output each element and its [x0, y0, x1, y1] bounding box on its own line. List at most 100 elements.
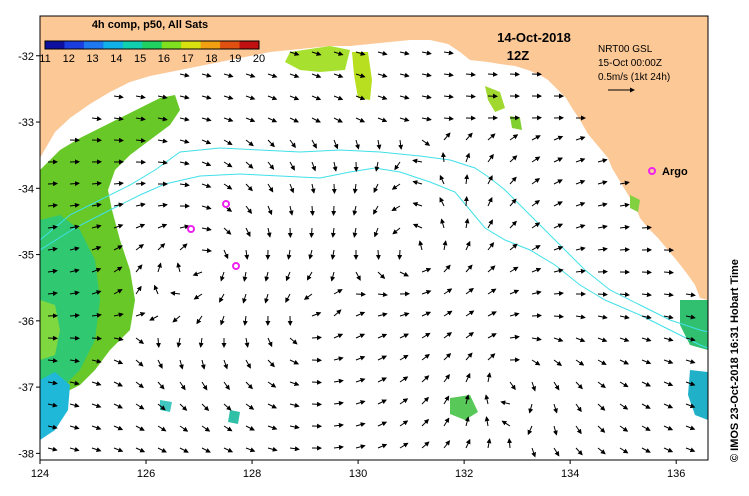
- colorbar: [44, 40, 260, 50]
- current-vector: [201, 226, 212, 232]
- current-vector: [179, 160, 190, 166]
- current-vector: [442, 240, 448, 251]
- current-vector: [487, 71, 498, 77]
- current-vector: [264, 271, 270, 282]
- current-vector: [267, 73, 278, 79]
- current-vector: [531, 290, 542, 296]
- colorbar-segment: [220, 41, 241, 49]
- current-vector: [464, 218, 470, 229]
- current-vector: [507, 438, 513, 449]
- current-vector: [509, 289, 520, 295]
- current-vector: [113, 266, 123, 273]
- current-vector: [47, 224, 58, 230]
- y-tick-label: -35: [18, 250, 34, 262]
- current-vector: [286, 249, 292, 260]
- current-vector: [157, 223, 168, 229]
- current-vector: [172, 315, 181, 323]
- current-vector: [553, 403, 558, 414]
- current-vector: [285, 271, 291, 282]
- current-vector: [663, 292, 674, 298]
- current-vector: [267, 403, 278, 409]
- current-vector: [421, 289, 432, 295]
- y-tick-label: -32: [18, 51, 34, 63]
- current-vector: [421, 267, 432, 273]
- current-vector: [685, 292, 696, 298]
- current-vector: [464, 416, 470, 427]
- colorbar-segment: [200, 41, 221, 49]
- current-vector: [463, 196, 469, 207]
- argo-legend-marker: [648, 167, 656, 175]
- current-vector: [399, 333, 410, 339]
- current-vector: [308, 249, 314, 260]
- colorbar-border: [44, 40, 260, 50]
- current-vector: [289, 183, 295, 194]
- current-vector: [531, 200, 541, 207]
- current-vector: [47, 402, 58, 408]
- current-vector: [330, 249, 336, 260]
- current-vector: [377, 117, 388, 123]
- current-vector: [465, 287, 474, 295]
- current-vector: [399, 271, 410, 277]
- current-vector: [597, 359, 607, 365]
- current-vector: [597, 337, 608, 343]
- current-vector: [333, 333, 344, 339]
- current-vector: [69, 380, 80, 386]
- current-vector: [223, 403, 232, 411]
- current-vector: [487, 288, 497, 295]
- current-vector: [333, 400, 344, 406]
- current-vector: [135, 359, 144, 367]
- current-vector: [91, 245, 102, 251]
- current-vector: [311, 139, 317, 149]
- current-vector: [264, 293, 270, 304]
- current-vector: [392, 227, 401, 235]
- current-vector: [245, 205, 253, 214]
- current-vector: [223, 447, 234, 453]
- current-vector: [242, 315, 248, 326]
- current-vector: [377, 421, 388, 427]
- current-vector: [443, 440, 451, 449]
- current-vector: [373, 205, 379, 215]
- current-vector: [223, 359, 229, 370]
- current-vector: [685, 336, 696, 342]
- current-vector: [397, 249, 403, 260]
- current-vector: [377, 271, 386, 279]
- current-vector: [333, 444, 344, 450]
- x-tick-label: 134: [561, 468, 579, 480]
- current-vector: [176, 262, 182, 273]
- current-vector: [421, 353, 430, 361]
- plot-frame: [39, 15, 709, 461]
- current-vector: [465, 438, 471, 449]
- current-vector: [440, 218, 446, 229]
- current-vector: [311, 335, 322, 341]
- current-vector: [153, 284, 159, 295]
- current-vector: [377, 50, 388, 56]
- current-vector: [47, 268, 58, 274]
- current-vector: [399, 442, 409, 449]
- current-vector: [244, 249, 250, 260]
- current-vector: [355, 311, 366, 317]
- current-vector: [201, 139, 212, 145]
- current-vector: [69, 224, 80, 230]
- current-vector: [465, 93, 476, 99]
- current-vector: [575, 425, 582, 435]
- current-vector: [531, 222, 541, 229]
- current-vector: [552, 425, 558, 436]
- current-vector: [394, 161, 401, 171]
- current-vector: [113, 223, 124, 229]
- current-vector: [619, 224, 630, 230]
- current-vector: [355, 355, 366, 361]
- current-vector: [597, 202, 608, 208]
- current-vector: [192, 271, 203, 277]
- y-tick-label: -34: [18, 183, 34, 195]
- current-vector: [178, 359, 184, 370]
- current-vector: [373, 227, 379, 238]
- current-vector: [288, 205, 294, 216]
- current-vector: [553, 201, 563, 207]
- current-vector: [355, 95, 366, 101]
- y-tick-label: -37: [18, 382, 34, 394]
- current-vector: [375, 249, 381, 260]
- current-vector: [267, 205, 273, 216]
- current-vector: [443, 132, 451, 141]
- current-vector: [597, 180, 608, 186]
- current-vector: [509, 176, 517, 185]
